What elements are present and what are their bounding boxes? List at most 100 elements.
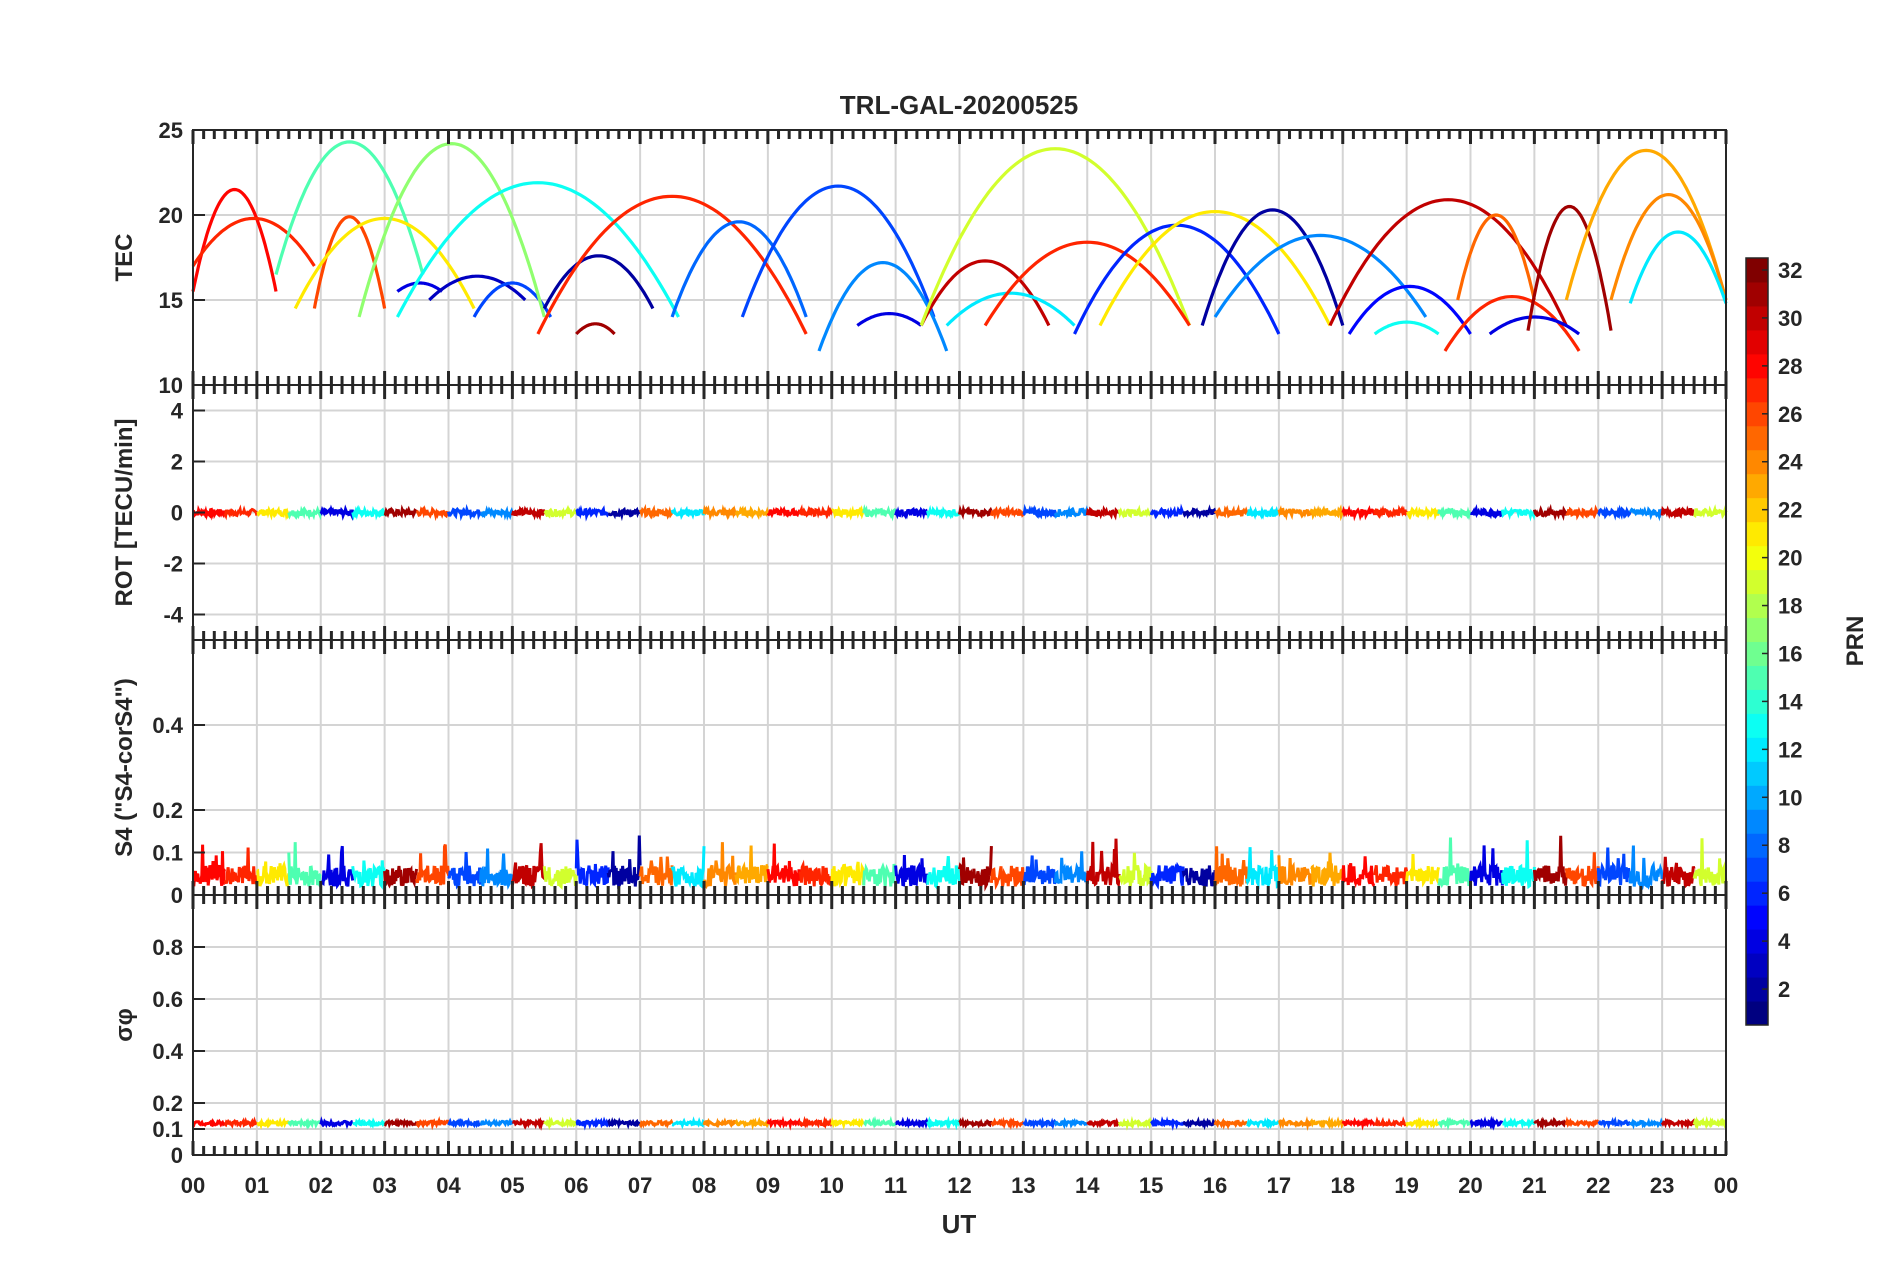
rot-series-segment: [638, 503, 674, 520]
s4-series-segment: [1373, 864, 1409, 887]
tec-series-prn-9: [817, 260, 949, 352]
colorbar-cell: [1746, 281, 1768, 307]
colorbar-tick-label: 18: [1778, 594, 1802, 619]
tec-series-prn-3: [428, 274, 527, 302]
tec-series-prn-30: [919, 259, 1051, 327]
x-tick-label: 00: [181, 1173, 205, 1198]
y-tick-label: 4: [171, 399, 184, 424]
colorbar-tick-label: 26: [1778, 402, 1802, 427]
s4-series-segment: [1310, 852, 1345, 887]
tec-series-prn-12: [1628, 230, 1728, 304]
rot-series-segment: [1469, 504, 1504, 520]
y-tick-label: 0.1: [152, 1117, 183, 1142]
s4-series-segment: [989, 865, 1025, 891]
rot-series-segment: [831, 505, 866, 521]
y-axis-label-sigma: σφ: [111, 1008, 138, 1042]
rot-series-segment: [223, 504, 259, 521]
s4-series-segment: [574, 839, 610, 888]
rot-series-segment: [575, 504, 610, 522]
x-tick-label: 14: [1075, 1173, 1100, 1198]
tec-series-prn-19: [919, 147, 1191, 327]
colorbar-tick-label: 14: [1778, 689, 1803, 714]
s4-series-segment: [702, 842, 738, 890]
colorbar-cell: [1746, 545, 1768, 571]
sigma-series-segment: [1533, 1116, 1568, 1131]
colorbar-tick-label: 28: [1778, 354, 1802, 379]
x-tick-label: 11: [884, 1173, 907, 1198]
tec-series-prn-21: [293, 216, 476, 310]
tec-series-prn-25: [1456, 213, 1536, 301]
s4-series-segment: [670, 846, 706, 890]
colorbar-cell: [1746, 521, 1768, 547]
y-tick-label: 0: [171, 1143, 183, 1168]
colorbar-cell: [1746, 401, 1768, 427]
tec-series-prn-5: [1347, 284, 1472, 335]
sigma-series-segment: [383, 1117, 419, 1129]
rot-series-segment: [1053, 505, 1089, 520]
rot-series-segment: [1532, 503, 1568, 522]
rot-series-segment: [1437, 506, 1472, 521]
sigma-series-segment: [223, 1116, 258, 1129]
sigma-series-segment: [1564, 1116, 1599, 1129]
sigma-series-segment: [990, 1116, 1025, 1131]
s4-series-segment: [798, 859, 834, 887]
rot-series-segment: [1246, 505, 1280, 520]
rot-series-segment: [798, 504, 834, 520]
s4-series-segment: [383, 865, 419, 889]
y-tick-label: 15: [159, 288, 183, 313]
sigma-series-segment: [352, 1117, 386, 1129]
rot-series-segment: [989, 504, 1025, 521]
sigma-series-segment: [575, 1116, 610, 1131]
colorbar-cell: [1746, 761, 1768, 786]
panel-rot: -4 -2 0 2 4 ROT [TECU/min]: [111, 384, 1728, 641]
s4-series-segment: [351, 860, 386, 890]
rot-series-segment: [1277, 505, 1313, 521]
sigma-series-segment: [1628, 1117, 1664, 1130]
colorbar-tick-label: 4: [1778, 929, 1791, 954]
colorbar-cell: [1746, 593, 1768, 619]
rot-series-segment: [351, 504, 386, 521]
sigma-series-segment: [1341, 1116, 1376, 1131]
sigma-series-segment: [638, 1118, 674, 1129]
s4-series-segment: [287, 842, 322, 890]
sigma-series-segment: [1597, 1116, 1632, 1130]
y-tick-label: 10: [159, 373, 183, 398]
tec-series-prn-27: [191, 216, 316, 267]
sigma-series-segment: [1086, 1117, 1120, 1129]
s4-series-segment: [1341, 856, 1376, 889]
colorbar-tick-label: 22: [1778, 498, 1802, 523]
x-tick-label: 22: [1586, 1173, 1610, 1198]
tec-series-prn-13: [395, 181, 680, 318]
rot-series-segment: [287, 505, 323, 521]
tec-series-prn-7: [740, 184, 936, 318]
s4-series-segment: [1660, 856, 1696, 890]
colorbar-tick-label: 10: [1778, 785, 1802, 810]
rot-series-segment: [670, 505, 706, 521]
sigma-series-segment: [479, 1117, 514, 1128]
s4-series-segment: [1405, 854, 1441, 888]
colorbar-cell: [1746, 737, 1768, 762]
colorbar-cell: [1746, 953, 1768, 978]
sigma-series-segment: [319, 1116, 354, 1130]
tec-series-prn-24: [1609, 192, 1728, 301]
s4-series-segment: [1564, 852, 1600, 889]
sigma-series-segment: [702, 1117, 738, 1129]
colorbar-cell: [1746, 929, 1768, 954]
colorbar-cell: [1746, 905, 1768, 930]
tec-series-prn-31: [575, 322, 616, 336]
x-tick-label: 10: [820, 1173, 844, 1198]
sigma-series-segment: [1660, 1117, 1696, 1130]
x-tick-label: 23: [1650, 1173, 1674, 1198]
s4-series-segment: [415, 844, 450, 886]
y-tick-label: 0.4: [152, 713, 183, 738]
sigma-series-segment: [1149, 1116, 1185, 1131]
rot-series-segment: [1406, 505, 1441, 521]
x-tick-label: 00: [1714, 1173, 1738, 1198]
s4-series-segment: [606, 835, 642, 890]
rot-series-segment: [1149, 503, 1185, 520]
s4-series-segment: [958, 846, 993, 892]
x-tick-label: 21: [1522, 1173, 1546, 1198]
tec-series-prn-4: [1488, 315, 1581, 336]
rot-series-segment: [702, 504, 738, 521]
